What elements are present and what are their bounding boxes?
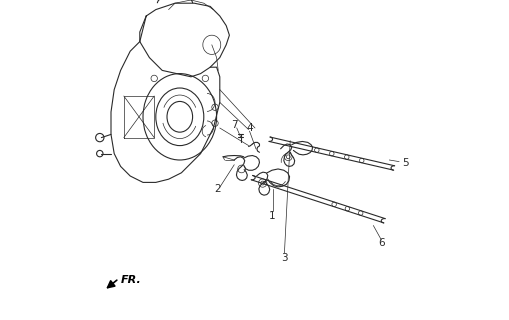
Circle shape	[344, 155, 348, 159]
Text: 4: 4	[246, 123, 252, 133]
Circle shape	[358, 211, 362, 215]
Text: 1: 1	[269, 211, 275, 221]
Text: 7: 7	[231, 120, 237, 130]
Circle shape	[331, 202, 336, 207]
Text: 2: 2	[214, 184, 220, 195]
Text: FR.: FR.	[121, 275, 142, 285]
Circle shape	[345, 206, 349, 211]
Circle shape	[286, 155, 290, 159]
Circle shape	[359, 158, 363, 163]
Circle shape	[314, 148, 319, 152]
Circle shape	[260, 181, 264, 185]
Circle shape	[329, 151, 333, 156]
Text: 5: 5	[402, 157, 408, 168]
Text: 6: 6	[377, 238, 384, 248]
Text: 3: 3	[280, 252, 287, 263]
